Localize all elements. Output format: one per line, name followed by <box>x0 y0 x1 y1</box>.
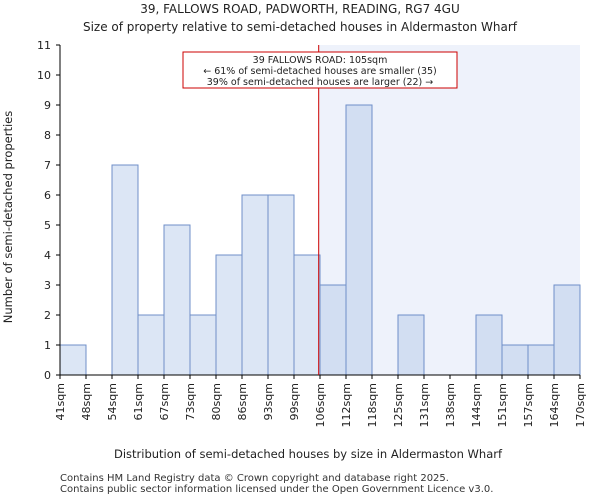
x-tick-label: 67sqm <box>158 383 171 420</box>
annotation-line: 39% of semi-detached houses are larger (… <box>207 77 434 88</box>
y-tick-label: 3 <box>44 279 51 292</box>
bar-86sqm <box>241 194 269 376</box>
y-tick-label: 4 <box>44 249 51 262</box>
bar-61sqm <box>137 314 165 376</box>
bar-112sqm <box>345 104 373 376</box>
y-tick-label: 6 <box>44 189 51 202</box>
annotation-line: ← 61% of semi-detached houses are smalle… <box>203 66 437 77</box>
x-tick-label: 118sqm <box>366 383 379 427</box>
x-tick-label: 138sqm <box>444 383 457 427</box>
plot-area: 0 1 2 3 4 5 6 7 8 9 10 11 41sqm 48sqm 54sqm 61sqm 67sqm 7… <box>37 39 587 427</box>
bar-41sqm <box>59 344 87 376</box>
x-tick-label: 80sqm <box>210 383 223 420</box>
x-tick-label: 151sqm <box>496 383 509 427</box>
bar-144sqm <box>475 314 503 376</box>
x-tick-label: 61sqm <box>132 383 145 420</box>
bar-157sqm <box>527 344 555 376</box>
x-tick-label: 106sqm <box>314 383 327 427</box>
annotation-box <box>182 51 458 89</box>
bar-67sqm <box>163 224 191 376</box>
x-tick-label: 125sqm <box>392 383 405 427</box>
x-tick-label: 157sqm <box>522 383 535 427</box>
x-tick-label: 73sqm <box>184 383 197 420</box>
bar-80sqm <box>215 254 243 376</box>
x-tick-label: 170sqm <box>574 383 587 427</box>
x-tick-label: 144sqm <box>470 383 483 427</box>
x-tick-label: 48sqm <box>80 383 93 420</box>
bar-164sqm <box>553 284 581 376</box>
y-tick-label: 2 <box>44 309 51 322</box>
y-tick-label: 11 <box>37 39 51 52</box>
x-axis-label: Distribution of semi-detached houses by … <box>114 447 503 461</box>
y-tick-label: 7 <box>44 159 51 172</box>
bar-151sqm <box>501 344 529 376</box>
footer-licence: Contains public sector information licen… <box>60 484 494 495</box>
y-tick-label: 9 <box>44 99 51 112</box>
x-tick-label: 131sqm <box>418 383 431 427</box>
x-tick-label: 41sqm <box>54 383 67 420</box>
chart-subtitle: Size of property relative to semi-detach… <box>83 20 518 34</box>
bar-54sqm <box>111 164 139 376</box>
x-tick-label: 93sqm <box>262 383 275 420</box>
x-tick-label: 164sqm <box>548 383 561 427</box>
chart-title: 39, FALLOWS ROAD, PADWORTH, READING, RG7… <box>140 2 460 16</box>
bar-125sqm <box>397 314 425 376</box>
annotation-line: 39 FALLOWS ROAD: 105sqm <box>253 55 388 66</box>
y-tick-label: 10 <box>37 69 51 82</box>
footer-copyright: Contains HM Land Registry data © Crown c… <box>60 473 449 484</box>
bar-106sqm <box>319 284 347 376</box>
y-tick-label: 5 <box>44 219 51 232</box>
bar-93sqm <box>267 194 295 376</box>
x-tick-label: 54sqm <box>106 383 119 420</box>
y-tick-label: 1 <box>44 339 51 352</box>
y-tick-label: 0 <box>44 369 51 382</box>
x-tick-label: 86sqm <box>236 383 249 420</box>
y-tick-label: 8 <box>44 129 51 142</box>
bar-99sqm <box>293 254 321 376</box>
bar-73sqm <box>189 314 217 376</box>
x-tick-label: 112sqm <box>340 383 353 427</box>
y-axis-label: Number of semi-detached properties <box>1 111 15 323</box>
x-tick-label: 99sqm <box>288 383 301 420</box>
